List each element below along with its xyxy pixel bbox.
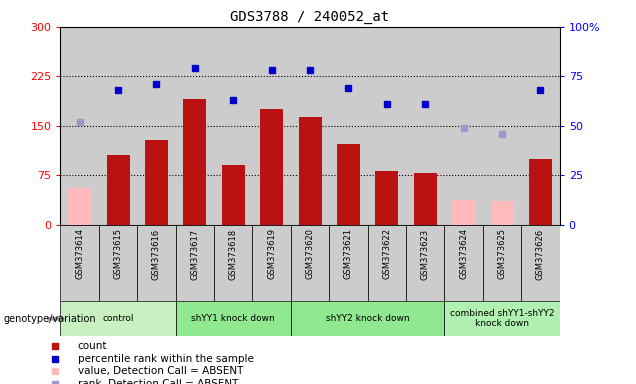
Text: combined shYY1-shYY2
knock down: combined shYY1-shYY2 knock down [450, 309, 555, 328]
Bar [445, 301, 560, 336]
Bar [176, 225, 214, 301]
Bar [452, 200, 475, 225]
Bar [137, 225, 176, 301]
Text: GSM373620: GSM373620 [305, 228, 315, 280]
Bar [483, 225, 522, 301]
Bar [291, 225, 329, 301]
Bar [490, 201, 514, 225]
Bar [529, 159, 552, 225]
Bar [414, 173, 437, 225]
Bar [291, 301, 445, 336]
Bar [99, 225, 137, 301]
Text: control: control [102, 314, 134, 323]
Bar [183, 99, 206, 225]
Bar [406, 225, 445, 301]
Bar [214, 225, 252, 301]
Text: shYY2 knock down: shYY2 knock down [326, 314, 410, 323]
Text: shYY1 knock down: shYY1 knock down [191, 314, 275, 323]
Bar [106, 156, 130, 225]
Bar [522, 225, 560, 301]
Text: rank, Detection Call = ABSENT: rank, Detection Call = ABSENT [78, 379, 238, 384]
Bar [375, 170, 398, 225]
Text: GSM373625: GSM373625 [497, 228, 506, 280]
Bar [337, 144, 360, 225]
Bar [60, 225, 99, 301]
Text: GSM373624: GSM373624 [459, 228, 468, 280]
Text: GSM373615: GSM373615 [114, 228, 123, 280]
Text: genotype/variation: genotype/variation [3, 314, 96, 324]
Bar [68, 189, 91, 225]
Text: GSM373621: GSM373621 [344, 228, 353, 280]
Bar [298, 117, 322, 225]
Bar [368, 225, 406, 301]
Text: GSM373618: GSM373618 [229, 228, 238, 280]
Text: GSM373614: GSM373614 [75, 228, 84, 280]
Bar [445, 225, 483, 301]
Text: percentile rank within the sample: percentile rank within the sample [78, 354, 254, 364]
Text: GSM373622: GSM373622 [382, 228, 391, 280]
Text: GSM373619: GSM373619 [267, 228, 276, 280]
Title: GDS3788 / 240052_at: GDS3788 / 240052_at [230, 10, 390, 25]
Text: GSM373626: GSM373626 [536, 228, 545, 280]
Text: GSM373623: GSM373623 [421, 228, 430, 280]
Text: GSM373617: GSM373617 [190, 228, 199, 280]
Bar [60, 301, 176, 336]
Bar [145, 140, 168, 225]
Text: GSM373616: GSM373616 [152, 228, 161, 280]
Bar [329, 225, 368, 301]
Text: count: count [78, 341, 107, 351]
Bar [260, 109, 283, 225]
Bar [176, 301, 291, 336]
Bar [222, 166, 245, 225]
Text: value, Detection Call = ABSENT: value, Detection Call = ABSENT [78, 366, 243, 376]
Bar [252, 225, 291, 301]
